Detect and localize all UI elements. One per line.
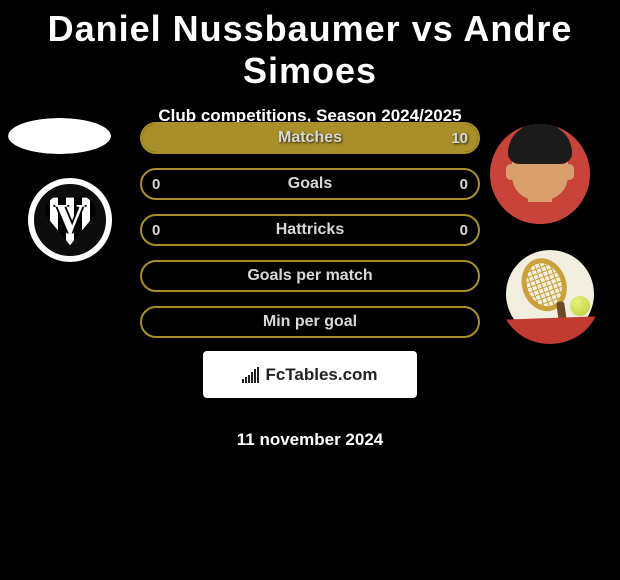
watermark-text: FcTables.com: [265, 365, 377, 385]
stat-row-hattricks: 0 Hattricks 0: [140, 214, 480, 246]
club-right-badge: [500, 250, 600, 344]
stat-label: Min per goal: [263, 313, 357, 331]
stat-label: Goals: [288, 175, 332, 193]
player-photo: [490, 124, 590, 224]
stat-value-right: 0: [460, 176, 468, 193]
stat-value-right: 0: [460, 222, 468, 239]
stat-label: Hattricks: [276, 221, 344, 239]
club-left-badge: V: [20, 178, 120, 262]
date: 11 november 2024: [0, 430, 620, 450]
stat-row-matches: Matches 10: [140, 122, 480, 154]
placeholder-ellipse: [8, 118, 111, 154]
stats-container: Matches 10 0 Goals 0 0 Hattricks 0 Goals…: [140, 122, 480, 352]
player-right-avatar: [490, 124, 590, 224]
watermark: FcTables.com: [203, 351, 417, 398]
stat-row-goals: 0 Goals 0: [140, 168, 480, 200]
bar-chart-icon: [242, 367, 259, 383]
stat-label: Matches: [278, 129, 342, 147]
stat-value-right: 10: [451, 130, 468, 147]
stat-row-min-per-goal: Min per goal: [140, 306, 480, 338]
page-title: Daniel Nussbaumer vs Andre Simoes: [0, 0, 620, 92]
stat-label: Goals per match: [247, 267, 372, 285]
stat-value-left: 0: [152, 222, 160, 239]
stat-row-goals-per-match: Goals per match: [140, 260, 480, 292]
stat-value-left: 0: [152, 176, 160, 193]
player-left-avatar: [8, 118, 111, 154]
